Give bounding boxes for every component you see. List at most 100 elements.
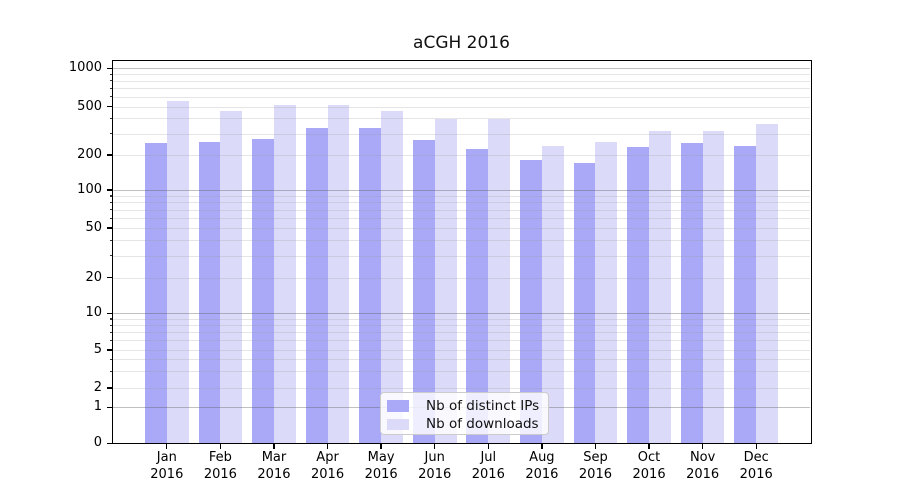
x-tick-year: 2016 bbox=[686, 466, 720, 482]
y-minortick-700 bbox=[110, 87, 114, 89]
bar-aug-distinct-ips bbox=[520, 160, 542, 444]
y-minortick-200 bbox=[110, 154, 114, 156]
bar-nov-downloads bbox=[702, 130, 725, 444]
bar-dec-distinct-ips bbox=[734, 145, 757, 444]
bar-may-downloads bbox=[381, 110, 403, 444]
y-tick-label-5: 5 bbox=[93, 342, 102, 357]
x-tick-label-aug: Aug 2016 bbox=[514, 450, 570, 483]
bar-jan-distinct-ips bbox=[144, 143, 167, 444]
bar-oct-downloads bbox=[649, 131, 671, 444]
legend-label-distinct-ips: Nb of distinct IPs bbox=[426, 398, 540, 415]
y-tick-1000 bbox=[107, 67, 114, 69]
x-tick-year: 2016 bbox=[578, 466, 612, 482]
gridline-major-10 bbox=[113, 313, 811, 315]
x-tick-year: 2016 bbox=[418, 466, 452, 482]
x-tick-label-jul: Jul 2016 bbox=[460, 450, 516, 483]
x-tick-label-may: May 2016 bbox=[353, 450, 409, 483]
legend-label-downloads: Nb of downloads bbox=[426, 416, 539, 433]
bar-jan-downloads bbox=[166, 100, 189, 444]
gridline-minor-700 bbox=[113, 88, 811, 90]
x-tick-feb bbox=[219, 443, 222, 450]
gridline-minor-4 bbox=[113, 359, 811, 361]
y-minortick-7 bbox=[110, 331, 114, 333]
y-minortick-900 bbox=[110, 73, 114, 75]
y-minortick-2 bbox=[110, 387, 114, 389]
x-tick-label-sep: Sep 2016 bbox=[567, 450, 623, 483]
x-tick-month: Jan bbox=[156, 450, 177, 465]
legend-swatch-distinct-ips bbox=[387, 400, 409, 412]
gridline-minor-90 bbox=[113, 195, 811, 197]
x-tick-label-dec: Dec 2016 bbox=[728, 450, 784, 483]
x-tick-year: 2016 bbox=[364, 466, 398, 482]
x-tick-year: 2016 bbox=[632, 466, 666, 482]
x-tick-label-mar: Mar 2016 bbox=[246, 450, 302, 483]
bar-dec-downloads bbox=[756, 123, 778, 444]
bar-apr-distinct-ips bbox=[305, 128, 328, 444]
x-tick-month: Jun bbox=[424, 450, 445, 465]
gridline-minor-5 bbox=[113, 350, 811, 351]
y-tick-label-1000: 1000 bbox=[68, 60, 102, 76]
x-tick-label-oct: Oct 2016 bbox=[621, 450, 677, 483]
bar-jul-downloads bbox=[488, 118, 511, 444]
y-tick-label-100: 100 bbox=[77, 182, 102, 197]
x-tick-year: 2016 bbox=[150, 466, 184, 482]
y-tick-0 bbox=[107, 442, 114, 444]
x-tick-may bbox=[380, 443, 382, 450]
bar-mar-downloads bbox=[273, 105, 296, 444]
legend-item-distinct-ips: Nb of distinct IPs bbox=[387, 397, 542, 415]
gridline-minor-20 bbox=[113, 277, 811, 279]
y-tick-label-10: 10 bbox=[85, 305, 102, 321]
y-minortick-20 bbox=[110, 277, 114, 279]
x-tick-month: May bbox=[367, 450, 395, 465]
x-tick-label-jun: Jun 2016 bbox=[407, 450, 463, 483]
x-tick-month: Jul bbox=[480, 450, 497, 465]
x-tick-jul bbox=[487, 443, 489, 450]
bar-mar-distinct-ips bbox=[252, 138, 274, 444]
y-minortick-40 bbox=[110, 239, 114, 241]
x-tick-month: Feb bbox=[208, 450, 232, 465]
gridline-minor-40 bbox=[113, 240, 811, 242]
y-tick-label-2: 2 bbox=[93, 380, 102, 395]
gridline-minor-500 bbox=[113, 106, 811, 108]
x-tick-apr bbox=[326, 443, 329, 450]
gridline-minor-2 bbox=[113, 388, 811, 389]
x-tick-label-jan: Jan 2016 bbox=[139, 450, 195, 483]
legend-item-downloads: Nb of downloads bbox=[387, 415, 542, 433]
x-tick-year: 2016 bbox=[739, 466, 773, 482]
gridline-minor-60 bbox=[113, 218, 811, 219]
gridline-minor-7 bbox=[113, 332, 811, 334]
gridline-minor-9 bbox=[113, 318, 811, 320]
gridline-minor-300 bbox=[113, 133, 811, 135]
y-minortick-9 bbox=[110, 318, 114, 320]
bar-sep-downloads bbox=[595, 141, 618, 444]
bar-nov-distinct-ips bbox=[680, 142, 703, 444]
x-tick-month: Dec bbox=[743, 450, 769, 465]
gridline-minor-8 bbox=[113, 325, 811, 327]
legend: Nb of distinct IPs Nb of downloads bbox=[380, 392, 549, 435]
bar-feb-distinct-ips bbox=[198, 141, 221, 444]
gridline-minor-70 bbox=[113, 209, 811, 211]
y-minortick-6 bbox=[110, 339, 114, 342]
y-minortick-30 bbox=[110, 255, 114, 257]
bar-aug-downloads bbox=[541, 146, 564, 444]
y-tick-label-200: 200 bbox=[77, 147, 102, 162]
x-tick-year: 2016 bbox=[257, 466, 291, 482]
bar-jul-distinct-ips bbox=[466, 149, 489, 444]
bar-may-distinct-ips bbox=[359, 127, 382, 444]
y-tick-1 bbox=[107, 406, 114, 408]
y-minortick-500 bbox=[110, 106, 114, 108]
legend-swatch-downloads bbox=[387, 418, 409, 431]
y-tick-label-0: 0 bbox=[93, 435, 102, 451]
gridline-minor-3 bbox=[113, 371, 811, 373]
gridline-minor-900 bbox=[113, 74, 811, 76]
x-tick-year: 2016 bbox=[311, 466, 345, 482]
x-tick-mar bbox=[273, 443, 275, 450]
x-tick-month: Mar bbox=[261, 450, 287, 465]
gridline-minor-200 bbox=[113, 155, 811, 156]
gridline-minor-800 bbox=[113, 80, 811, 82]
y-minortick-600 bbox=[110, 96, 114, 98]
y-minortick-4 bbox=[110, 358, 114, 361]
y-tick-label-50: 50 bbox=[85, 220, 102, 235]
y-tick-label-1: 1 bbox=[93, 399, 102, 415]
